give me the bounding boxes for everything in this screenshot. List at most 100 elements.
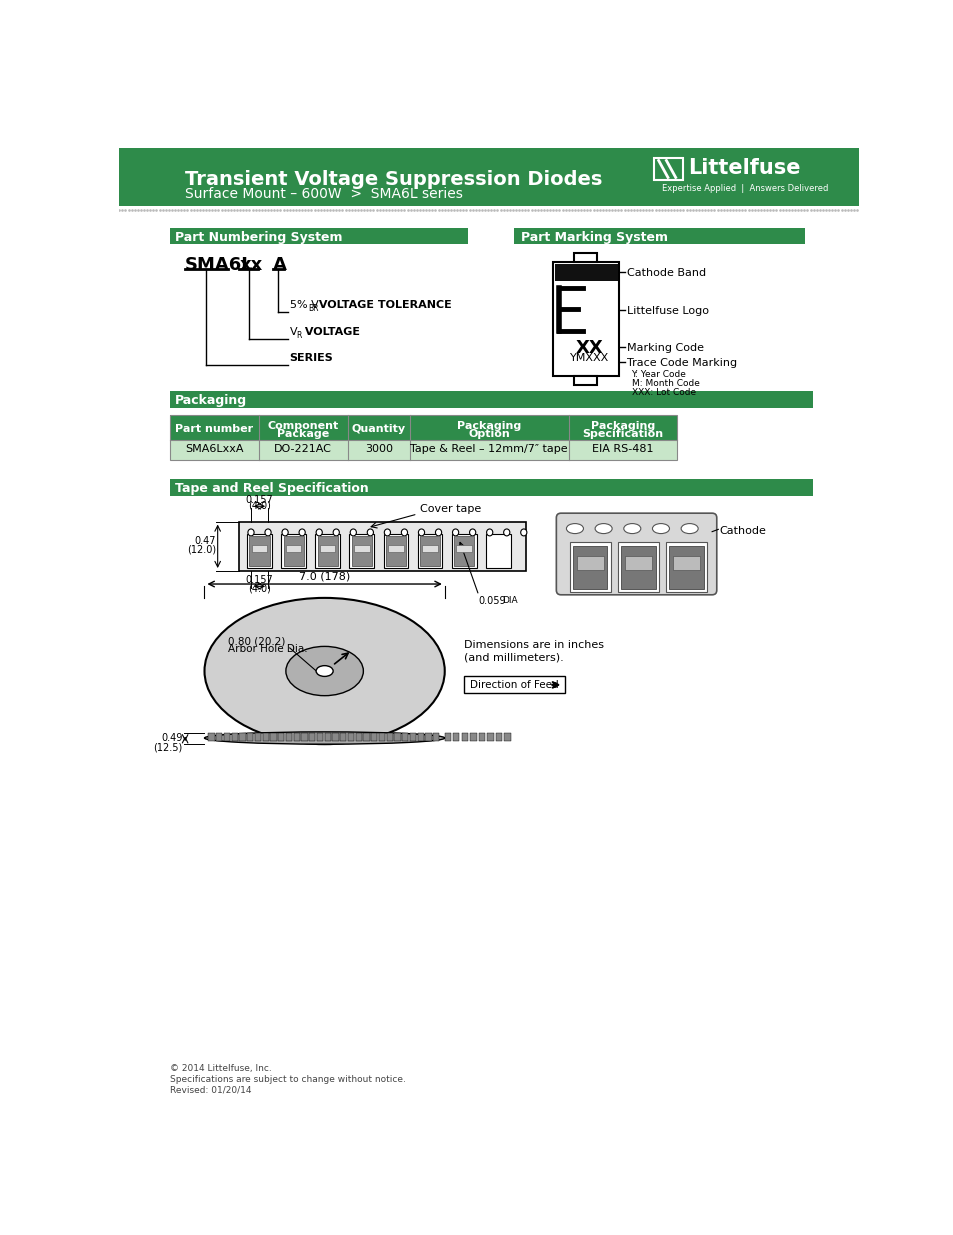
Point	[402, 200, 417, 220]
Point	[681, 200, 697, 220]
Point	[483, 200, 498, 220]
Text: YMXXX: YMXXX	[570, 353, 609, 363]
Ellipse shape	[680, 524, 698, 534]
Point	[310, 200, 325, 220]
Point	[576, 200, 591, 220]
Point	[625, 200, 640, 220]
Point	[127, 200, 142, 220]
Point	[372, 200, 387, 220]
Text: (4.0): (4.0)	[248, 501, 271, 511]
Bar	[666, 542, 706, 592]
Text: R: R	[295, 331, 301, 340]
Point	[362, 200, 377, 220]
Bar	[385, 536, 406, 566]
Point	[171, 200, 186, 220]
Point	[452, 200, 467, 220]
Bar	[348, 734, 354, 741]
Point	[498, 200, 514, 220]
Point	[786, 200, 801, 220]
Point	[369, 200, 384, 220]
Bar	[316, 734, 323, 741]
Point	[195, 200, 211, 220]
Point	[694, 200, 709, 220]
Point	[449, 200, 464, 220]
Bar	[324, 734, 331, 741]
Point	[251, 200, 266, 220]
Point	[560, 200, 576, 220]
Bar	[170, 415, 677, 440]
Point	[823, 200, 839, 220]
Point	[436, 200, 452, 220]
Text: 7.0 (178): 7.0 (178)	[298, 572, 350, 582]
Text: Direction of Feed: Direction of Feed	[470, 680, 558, 690]
Ellipse shape	[286, 646, 363, 695]
Bar	[170, 390, 812, 408]
Bar	[232, 734, 237, 741]
Bar	[378, 734, 385, 741]
Point	[149, 200, 164, 220]
Bar	[294, 734, 299, 741]
Point	[146, 200, 161, 220]
Point	[257, 200, 273, 220]
Point	[114, 200, 130, 220]
FancyBboxPatch shape	[556, 514, 716, 595]
Bar	[170, 415, 677, 461]
Text: Y: Year Code: Y: Year Code	[631, 370, 685, 379]
Text: Cathode Band: Cathode Band	[626, 268, 705, 278]
Text: VOLTAGE TOLERANCE: VOLTAGE TOLERANCE	[314, 300, 451, 310]
Point	[635, 200, 650, 220]
Point	[241, 200, 256, 220]
Point	[288, 200, 303, 220]
Bar	[673, 556, 699, 571]
Ellipse shape	[623, 524, 640, 534]
Bar	[349, 534, 374, 568]
Bar	[371, 734, 377, 741]
Point	[152, 200, 167, 220]
Point	[303, 200, 318, 220]
Point	[381, 200, 396, 220]
Ellipse shape	[486, 529, 493, 536]
Bar	[570, 542, 610, 592]
Point	[724, 200, 740, 220]
Text: (12.5): (12.5)	[153, 742, 183, 752]
Point	[211, 200, 226, 220]
Point	[508, 200, 523, 220]
Point	[815, 200, 830, 220]
Ellipse shape	[204, 732, 444, 745]
Point	[830, 200, 845, 220]
Bar	[470, 734, 476, 741]
Point	[712, 200, 727, 220]
Point	[505, 200, 520, 220]
Point	[415, 200, 430, 220]
Point	[703, 200, 719, 220]
Point	[325, 200, 340, 220]
Point	[721, 200, 737, 220]
Text: Packaging: Packaging	[590, 421, 655, 431]
Bar	[574, 377, 597, 385]
Point	[622, 200, 638, 220]
Text: Tape & Reel – 12mm/7″ tape: Tape & Reel – 12mm/7″ tape	[410, 443, 568, 454]
Point	[802, 200, 818, 220]
Point	[588, 200, 603, 220]
Point	[691, 200, 706, 220]
Point	[659, 200, 675, 220]
Bar	[309, 734, 315, 741]
Point	[204, 200, 219, 220]
Point	[706, 200, 721, 220]
Bar	[654, 158, 682, 180]
Point	[799, 200, 814, 220]
Bar	[454, 536, 474, 566]
Ellipse shape	[248, 529, 253, 536]
Point	[517, 200, 533, 220]
Bar	[254, 734, 261, 741]
Bar	[239, 521, 525, 571]
Text: Tape and Reel Specification: Tape and Reel Specification	[174, 483, 369, 495]
Bar	[485, 534, 510, 568]
Text: Expertise Applied  |  Answers Delivered: Expertise Applied | Answers Delivered	[661, 184, 827, 193]
Point	[848, 200, 863, 220]
Text: V: V	[290, 327, 297, 337]
Point	[778, 200, 793, 220]
Point	[768, 200, 783, 220]
Point	[548, 200, 563, 220]
Point	[443, 200, 458, 220]
